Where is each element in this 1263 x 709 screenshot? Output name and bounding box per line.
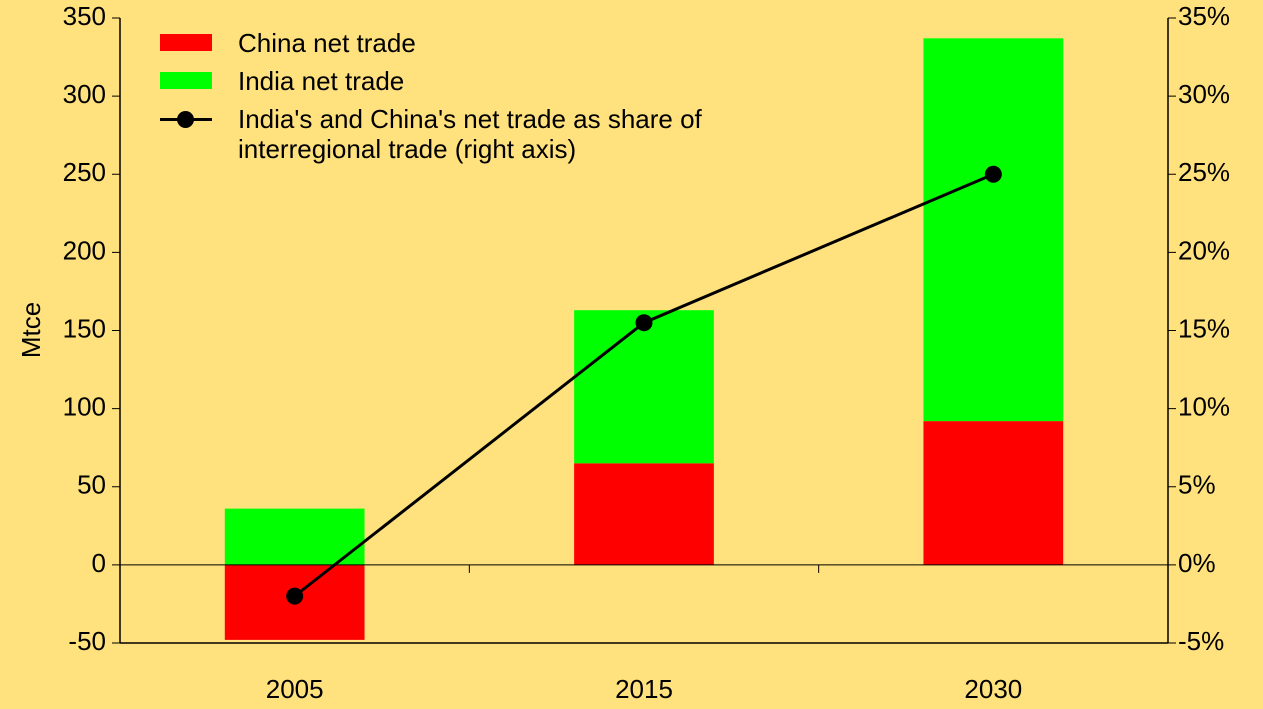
y-axis-label: Mtce [16,302,46,358]
y-tick-label: 100 [63,392,106,422]
legend-item: China net trade [160,28,818,58]
legend-label: India net trade [238,66,405,96]
line-marker [984,165,1002,183]
y-tick-label: 50 [77,470,106,500]
x-tick-label: 2030 [964,674,1022,704]
y2-tick-label: 30% [1178,79,1230,109]
legend-swatch [160,72,212,89]
y-tick-label: 250 [63,157,106,187]
y-tick-label: 200 [63,235,106,265]
y-tick-label: 300 [63,79,106,109]
legend: China net trade India net trade India's an… [160,28,818,172]
y-tick-label: -50 [68,626,106,656]
y-tick-label: 0 [92,548,106,578]
y2-tick-label: 15% [1178,313,1230,343]
legend-item: India net trade [160,66,818,96]
legend-label: China net trade [238,28,416,58]
x-tick-label: 2005 [266,674,324,704]
y-tick-label: 150 [63,313,106,343]
legend-swatch [160,34,212,51]
bar [574,463,714,565]
y-tick-label: 350 [63,1,106,31]
y2-tick-label: 5% [1178,470,1216,500]
y2-tick-label: 25% [1178,157,1230,187]
bar [224,508,365,565]
y2-tick-label: 10% [1178,392,1230,422]
bar [574,310,714,464]
legend-item: India's and China's net trade as share o… [160,104,818,164]
legend-label: India's and China's net trade as share o… [238,104,702,164]
y2-tick-label: 0% [1178,548,1216,578]
y2-tick-label: 20% [1178,235,1230,265]
x-tick-label: 2015 [615,674,673,704]
y2-tick-label: 35% [1178,1,1230,31]
y2-tick-label: -5% [1178,626,1224,656]
bar [923,421,1064,565]
bar [923,38,1064,422]
line-marker [286,587,304,605]
legend-marker [177,111,194,128]
line-marker [635,314,653,332]
